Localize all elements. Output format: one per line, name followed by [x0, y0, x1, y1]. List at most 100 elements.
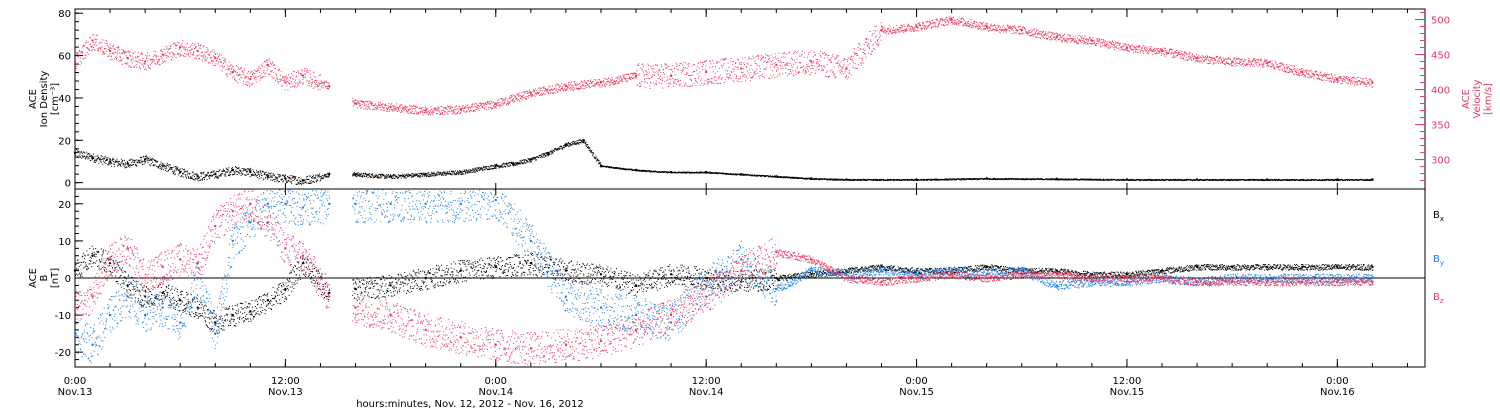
scatter-dot-velocity	[321, 84, 323, 86]
scatter-dot-ion-density	[574, 141, 576, 143]
scatter-dot-ion-density	[480, 167, 482, 169]
scatter-dot-velocity	[294, 86, 296, 88]
scatter-dot-ion-density	[559, 148, 561, 150]
scatter-dot-ion-density	[568, 144, 570, 146]
scatter-dot-ion-density	[155, 160, 157, 162]
scatter-dot-ion-density	[385, 176, 387, 178]
scatter-dot-ion-density	[240, 174, 242, 176]
scatter-dot-ion-density	[303, 183, 305, 185]
scatter-dot-ion-density	[559, 148, 561, 150]
scatter-dot-ion-density	[468, 171, 470, 173]
scatter-dot-ion-density	[400, 175, 402, 177]
scatter-dot-ion-density	[201, 173, 203, 175]
scatter-dot-ion-density	[478, 170, 480, 172]
scatter-dot-ion-density	[1155, 178, 1157, 180]
scatter-dot-velocity	[222, 65, 224, 67]
scatter-dot-ion-density	[162, 165, 164, 167]
scatter-dot-ion-density	[590, 151, 592, 153]
scatter-dot-velocity	[183, 48, 185, 50]
scatter-dot-ion-density	[210, 172, 212, 174]
scatter-dot-ion-density	[582, 142, 584, 144]
scatter-dot-ion-density	[246, 170, 248, 172]
scatter-dot-velocity	[253, 75, 255, 77]
scatter-dot-ion-density	[1356, 178, 1358, 180]
scatter-dot-velocity	[126, 63, 128, 65]
scatter-dot-ion-density	[219, 174, 221, 176]
scatter-dot-ion-density	[736, 174, 738, 176]
scatter-dot-ion-density	[561, 147, 563, 149]
scatter-dot-ion-density	[609, 166, 611, 168]
scatter-dot-ion-density	[94, 161, 96, 163]
scatter-dot-ion-density	[459, 171, 461, 173]
scatter-dot-ion-density	[323, 177, 325, 179]
scatter-dot-ion-density	[404, 174, 406, 176]
scatter-dot-velocity	[142, 59, 144, 61]
scatter-dot-ion-density	[181, 168, 183, 170]
scatter-dot-ion-density	[465, 169, 467, 171]
scatter-dot-ion-density	[183, 171, 185, 173]
scatter-dot-ion-density	[193, 176, 195, 178]
scatter-dot-ion-density	[588, 145, 590, 147]
scatter-dot-ion-density	[358, 173, 360, 175]
scatter-dot-ion-density	[753, 174, 755, 176]
scatter-dot-ion-density	[285, 175, 287, 177]
scatter-dot-ion-density	[100, 161, 102, 163]
scatter-dot-ion-density	[120, 165, 122, 167]
scatter-dot-velocity	[281, 71, 283, 73]
scatter-dot-velocity	[105, 51, 107, 53]
scatter-dot-ion-density	[613, 166, 615, 168]
scatter-dot-ion-density	[764, 175, 766, 177]
scatter-dot-velocity	[110, 55, 112, 57]
scatter-dot-ion-density	[257, 172, 259, 174]
scatter-dot-velocity	[248, 78, 250, 80]
scatter-dot-ion-density	[461, 173, 463, 175]
scatter-dot-ion-density	[383, 177, 385, 179]
scatter-dot-ion-density	[549, 151, 551, 153]
scatter-dot-ion-density	[434, 175, 436, 177]
scatter-dot-velocity	[95, 39, 97, 41]
scatter-dot-ion-density	[179, 170, 181, 172]
scatter-dot-ion-density	[132, 159, 134, 161]
scatter-dot-ion-density	[154, 159, 156, 161]
scatter-dot-ion-density	[237, 171, 239, 173]
scatter-dot-ion-density	[550, 150, 552, 152]
scatter-dot-velocity	[75, 61, 77, 63]
scatter-dot-velocity	[212, 55, 214, 57]
scatter-dot-ion-density	[221, 172, 223, 174]
scatter-dot-ion-density	[1369, 180, 1371, 182]
scatter-dot-velocity	[286, 77, 288, 79]
scatter-dot-ion-density	[431, 172, 433, 174]
scatter-dot-ion-density	[239, 169, 241, 171]
scatter-dot-ion-density	[371, 173, 373, 175]
scatter-dot-ion-density	[216, 175, 218, 177]
scatter-dot-velocity	[249, 86, 251, 88]
scatter-dot-ion-density	[103, 157, 105, 159]
scatter-dot-ion-density	[735, 173, 737, 175]
scatter-dot-velocity	[214, 55, 216, 57]
scatter-dot-ion-density	[429, 173, 431, 175]
scatter-dot-ion-density	[501, 166, 503, 168]
scatter-dot-ion-density	[176, 168, 178, 170]
scatter-dot-ion-density	[670, 172, 672, 174]
scatter-dot-ion-density	[174, 173, 176, 175]
scatter-dot-ion-density	[381, 173, 383, 175]
scatter-dot-velocity	[221, 70, 223, 72]
scatter-dot-ion-density	[598, 162, 600, 164]
scatter-dot-velocity	[296, 86, 298, 88]
scatter-dot-velocity	[219, 61, 221, 63]
scatter-dot-ion-density	[250, 169, 252, 171]
scatter-dot-ion-density	[793, 176, 795, 178]
scatter-dot-velocity	[120, 56, 122, 58]
scatter-dot-velocity	[282, 77, 284, 79]
scatter-dot-velocity	[290, 86, 292, 88]
scatter-dot-velocity	[211, 63, 213, 65]
scatter-dot-ion-density	[759, 175, 761, 177]
scatter-dot-ion-density	[540, 154, 542, 156]
scatter-dot-velocity	[216, 59, 218, 61]
scatter-dot-ion-density	[648, 171, 650, 173]
scatter-dot-ion-density	[637, 170, 639, 172]
scatter-dot-ion-density	[380, 175, 382, 177]
scatter-dot-ion-density	[96, 155, 98, 157]
scatter-dot-velocity	[120, 53, 122, 55]
scatter-dot-ion-density	[134, 160, 136, 162]
